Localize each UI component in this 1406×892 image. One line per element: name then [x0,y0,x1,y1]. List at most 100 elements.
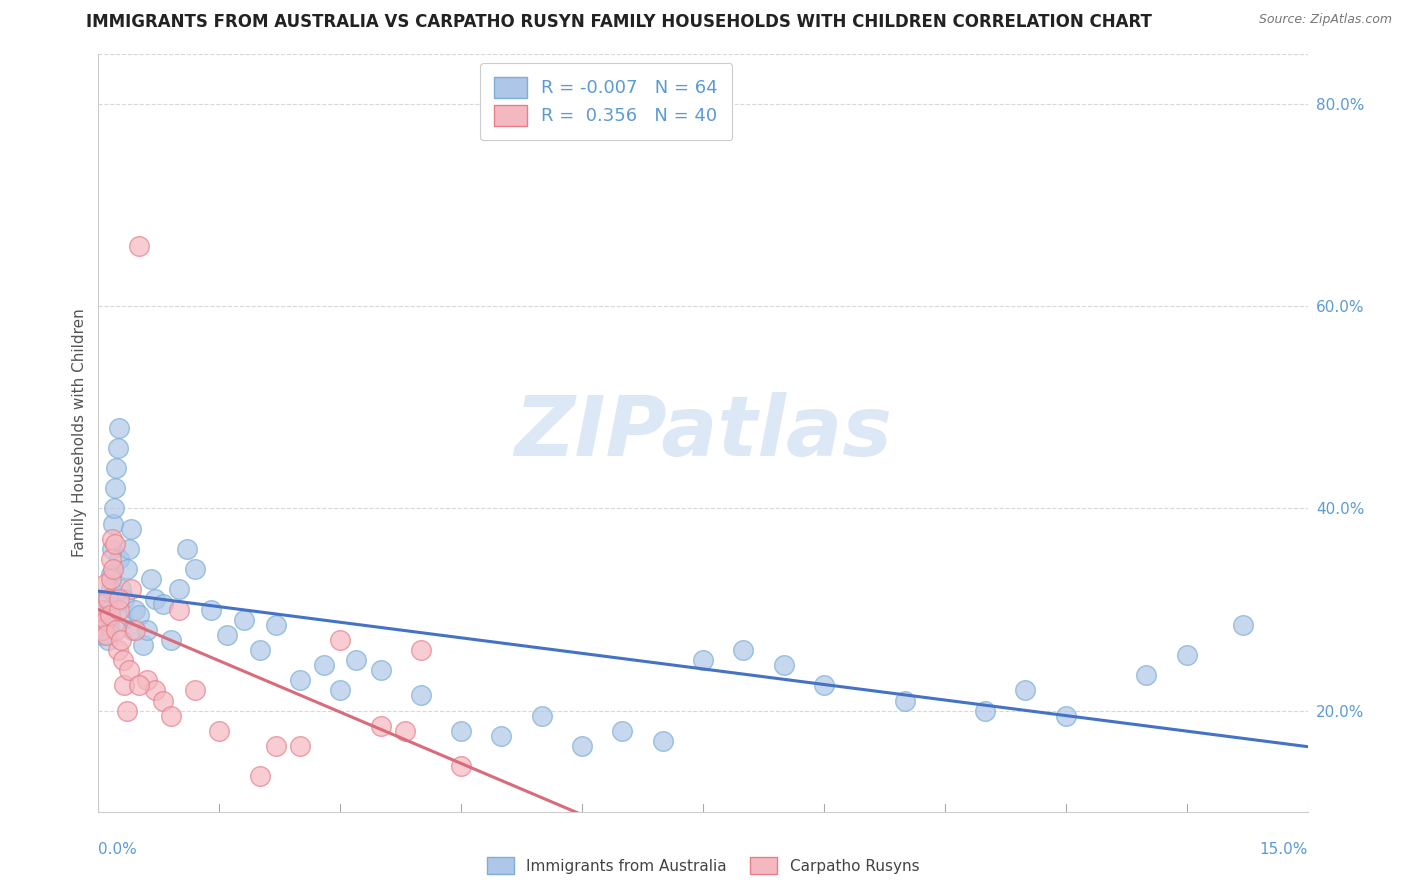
Point [152,693,174,707]
Point [167,582,190,597]
Point [121,623,143,637]
Point [128,678,150,692]
Point [96,592,118,607]
Point [143,683,166,698]
Point [91,602,114,616]
Point [651,734,673,748]
Point [112,678,135,692]
Point [97,632,120,647]
Point [329,632,352,647]
Point [1135,668,1157,682]
Point [105,623,128,637]
Point [135,623,157,637]
Text: 0.0%: 0.0% [98,842,138,857]
Point [120,522,142,536]
Point [96,628,118,642]
Point [115,704,138,718]
Point [167,602,190,616]
Point [111,653,134,667]
Point [107,643,129,657]
Legend: R = -0.007   N = 64, R =  0.356   N = 40: R = -0.007 N = 64, R = 0.356 N = 40 [479,62,733,140]
Point [107,441,129,455]
Point [370,663,392,677]
Point [124,623,146,637]
Legend: Immigrants from Australia, Carpatho Rusyns: Immigrants from Australia, Carpatho Rusy… [481,851,925,880]
Point [100,567,122,582]
Point [450,723,472,738]
Point [91,623,114,637]
Point [329,683,352,698]
Point [91,628,114,642]
Point [450,759,472,773]
Text: Source: ZipAtlas.com: Source: ZipAtlas.com [1258,13,1392,27]
Point [232,613,254,627]
Point [107,420,129,434]
Point [288,739,311,753]
Point [139,572,162,586]
Point [1014,683,1036,698]
Point [394,723,416,738]
Point [101,532,124,546]
Point [90,623,112,637]
Point [491,729,513,743]
Point [111,613,134,627]
Point [128,238,150,252]
Point [107,592,129,607]
Point [101,516,124,531]
Point [813,678,835,692]
Point [98,607,121,622]
Point [120,582,142,597]
Point [124,602,146,616]
Point [94,613,117,627]
Text: ZIPatlas: ZIPatlas [515,392,891,473]
Point [128,607,150,622]
Point [208,723,231,738]
Point [530,708,553,723]
Point [132,638,155,652]
Point [152,598,174,612]
Point [98,602,121,616]
Text: 15.0%: 15.0% [1260,842,1308,857]
Point [344,653,367,667]
Point [94,577,117,591]
Point [100,572,122,586]
Point [97,592,120,607]
Point [974,704,997,718]
Point [94,602,117,616]
Point [100,552,122,566]
Point [1175,648,1198,662]
Point [110,582,132,597]
Point [200,602,222,616]
Point [103,537,125,551]
Point [409,643,432,657]
Point [217,628,239,642]
Point [692,653,714,667]
Point [108,602,131,616]
Point [176,541,198,556]
Point [100,582,122,597]
Point [249,643,271,657]
Point [97,617,120,632]
Point [160,632,183,647]
Point [612,723,634,738]
Point [118,663,141,677]
Point [409,689,432,703]
Point [101,541,124,556]
Point [264,617,287,632]
Point [118,541,141,556]
Point [93,613,115,627]
Point [1054,708,1077,723]
Point [288,673,311,688]
Text: IMMIGRANTS FROM AUSTRALIA VS CARPATHO RUSYN FAMILY HOUSEHOLDS WITH CHILDREN CORR: IMMIGRANTS FROM AUSTRALIA VS CARPATHO RU… [86,13,1152,31]
Point [184,683,207,698]
Point [110,632,132,647]
Point [772,658,794,673]
Point [115,562,138,576]
Point [1232,617,1254,632]
Point [249,769,271,783]
Point [112,592,135,607]
Point [264,739,287,753]
Point [314,658,336,673]
Point [101,562,124,576]
Point [135,673,157,688]
